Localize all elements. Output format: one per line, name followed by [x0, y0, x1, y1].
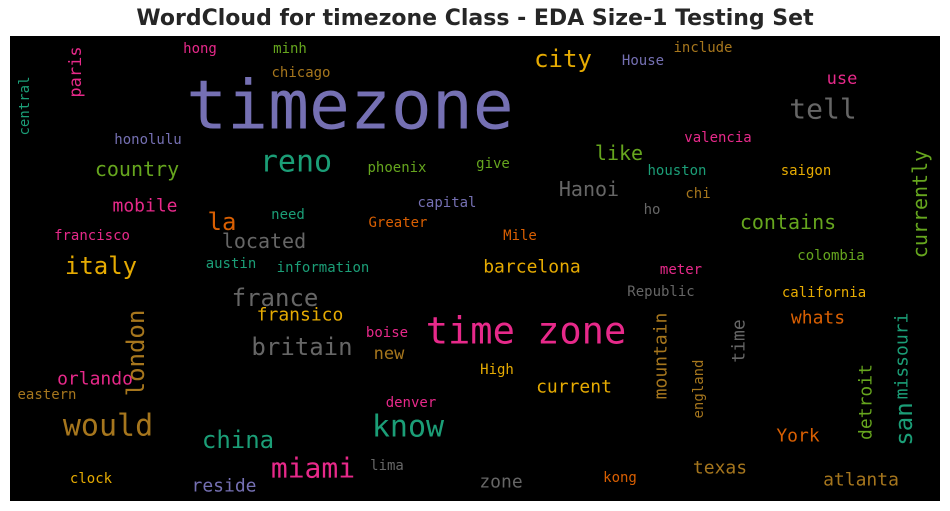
word-zone: zone — [479, 472, 522, 493]
word-reside: reside — [191, 476, 256, 497]
word-time: time — [729, 319, 750, 362]
word-lima: lima — [370, 458, 404, 474]
word-whats: whats — [791, 308, 845, 329]
word-york: York — [776, 426, 820, 447]
word-information: information — [277, 260, 370, 276]
word-high: High — [480, 362, 514, 378]
word-england: england — [691, 359, 707, 418]
word-china: china — [202, 426, 274, 454]
word-missouri: missouri — [892, 313, 913, 400]
word-would: would — [63, 409, 153, 444]
word-country: country — [95, 157, 179, 181]
word-france: france — [232, 284, 319, 312]
word-italy: italy — [65, 252, 137, 280]
word-texas: texas — [693, 458, 747, 479]
word-timezone: timezone — [186, 67, 514, 146]
word-austin: austin — [206, 256, 257, 272]
word-reno: reno — [260, 145, 332, 180]
word-colombia: colombia — [797, 248, 864, 264]
word-denver: denver — [386, 395, 437, 411]
word-like: like — [595, 141, 643, 165]
word-atlanta: atlanta — [823, 470, 899, 491]
word-mile: Mile — [503, 228, 537, 244]
word-give: give — [476, 156, 510, 172]
word-located: located — [222, 229, 306, 253]
word-mountain: mountain — [651, 313, 672, 400]
word-need: need — [271, 207, 305, 223]
word-francisco: francisco — [54, 228, 130, 244]
word-ho: ho — [644, 202, 661, 218]
word-city: city — [534, 45, 592, 73]
word-london: london — [122, 310, 150, 397]
word-fransico: fransico — [257, 305, 344, 326]
word-hong: hong — [183, 41, 217, 57]
word-saigon: saigon — [781, 163, 832, 179]
wordcloud-canvas: timezone time zone city tell reno know would mi… — [10, 36, 940, 501]
word-use: use — [827, 69, 858, 89]
word-barcelona: barcelona — [483, 257, 581, 278]
word-current: current — [536, 377, 612, 398]
word-california: california — [782, 285, 866, 301]
word-orlando: orlando — [57, 369, 133, 390]
word-tell: tell — [789, 93, 856, 126]
word-capital: capital — [417, 195, 476, 211]
word-eastern: eastern — [17, 387, 76, 403]
word-minh: minh — [273, 41, 307, 57]
word-currently: currently — [908, 150, 932, 258]
word-phoenix: phoenix — [367, 160, 426, 176]
word-hanoi: Hanoi — [559, 177, 619, 201]
word-house: House — [622, 53, 664, 69]
word-miami: miami — [271, 452, 355, 485]
word-contains: contains — [740, 210, 836, 234]
word-meter: meter — [660, 262, 702, 278]
word-include: include — [673, 40, 732, 56]
word-kong: kong — [603, 470, 637, 486]
word-san: san — [890, 402, 918, 445]
word-la: la — [208, 208, 237, 236]
word-valencia: valencia — [684, 130, 751, 146]
word-britain: britain — [251, 333, 352, 361]
word-greater: Greater — [368, 215, 427, 231]
word-detroit: detroit — [856, 364, 877, 440]
word-houston: houston — [647, 163, 706, 179]
word-new: new — [374, 344, 405, 364]
word-chicago: chicago — [271, 65, 330, 81]
word-mobile: mobile — [112, 196, 177, 217]
word-central: central — [17, 76, 33, 135]
word-republic: Republic — [627, 284, 694, 300]
word-paris: paris — [66, 46, 86, 97]
word-time-zone: time zone — [426, 310, 626, 353]
word-know: know — [372, 410, 445, 445]
word-honolulu: honolulu — [114, 132, 181, 148]
word-clock: clock — [70, 471, 113, 487]
word-chi: chi — [685, 186, 710, 202]
wordcloud-background — [10, 36, 940, 501]
word-boise: boise — [366, 325, 408, 341]
chart-title: WordCloud for timezone Class - EDA Size-… — [136, 6, 814, 31]
